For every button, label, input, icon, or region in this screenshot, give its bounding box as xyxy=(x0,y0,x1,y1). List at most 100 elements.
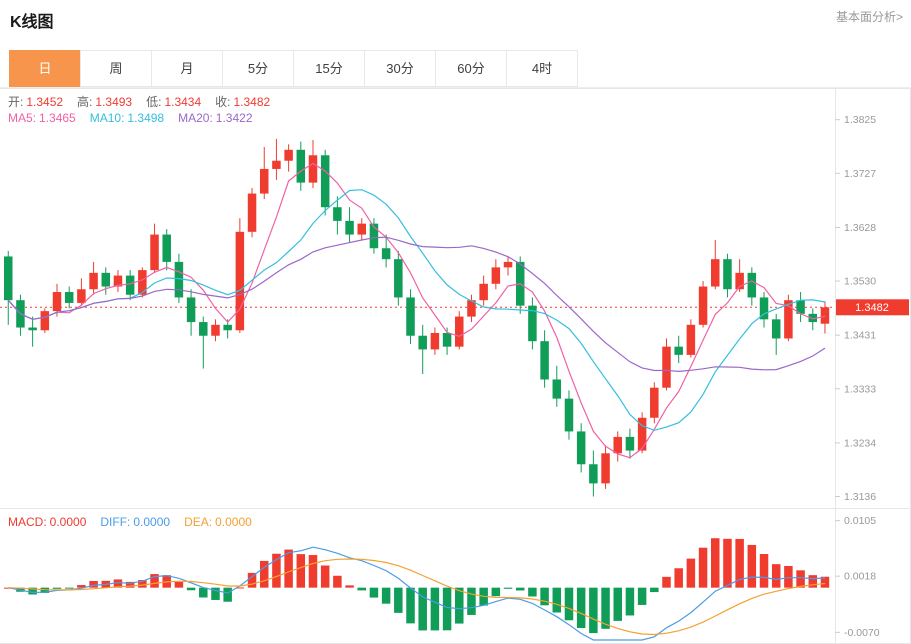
macd-bar xyxy=(540,587,549,606)
candle-body xyxy=(747,272,757,298)
macd-bar xyxy=(406,587,415,624)
macd-axis-label: -0.0070 xyxy=(844,627,880,639)
tab-30分[interactable]: 30分 xyxy=(364,50,436,87)
candle-body xyxy=(369,223,379,249)
candle-body xyxy=(28,327,37,331)
macd-bar xyxy=(686,558,696,588)
page-header: K线图 基本面分析> xyxy=(0,0,911,32)
macd-bar xyxy=(808,575,818,588)
macd-bar xyxy=(820,576,830,588)
candle-body xyxy=(796,300,805,314)
macd-bar xyxy=(711,538,720,588)
macd-bar xyxy=(223,587,232,602)
macd-bar xyxy=(113,579,123,588)
macd-bar xyxy=(601,587,610,629)
candle-body xyxy=(247,193,257,232)
price-axis-label: 1.3333 xyxy=(844,383,876,395)
candle-body xyxy=(759,297,769,320)
macd-bar xyxy=(747,544,757,588)
macd-bar xyxy=(28,587,37,595)
candles xyxy=(4,138,830,497)
candle-body xyxy=(808,313,818,323)
candle-body xyxy=(308,155,318,183)
candle-body xyxy=(199,322,208,336)
candle-body xyxy=(394,259,403,298)
price-axis-label: 1.3628 xyxy=(844,222,876,234)
candle-body xyxy=(138,270,147,295)
macd-bar xyxy=(89,580,98,588)
chart-borders xyxy=(0,88,911,644)
candle-body xyxy=(442,333,452,347)
candle-body xyxy=(589,464,598,484)
macd-bar xyxy=(491,587,501,597)
macd-bar xyxy=(381,587,391,604)
candle-body xyxy=(345,220,354,235)
candle-body xyxy=(259,168,269,194)
candle-body xyxy=(455,316,464,347)
macd-bar xyxy=(503,587,513,589)
current-price-tag: 1.3482 xyxy=(836,299,909,316)
macd-bar xyxy=(442,587,452,631)
candle-body xyxy=(820,307,830,324)
candle-body xyxy=(601,453,610,484)
candle-body xyxy=(491,267,501,284)
tab-60分[interactable]: 60分 xyxy=(435,50,507,87)
candle-body xyxy=(174,261,184,298)
tab-日[interactable]: 日 xyxy=(9,50,81,87)
macd-bar xyxy=(796,570,805,588)
candle-body xyxy=(296,149,306,183)
macd-bar xyxy=(552,587,562,613)
macd-bar xyxy=(40,587,50,593)
macd-bar xyxy=(564,587,574,621)
kline-chart-area[interactable]: 开: 1.3452 高: 1.3493 低: 1.3434 收: 1.3482 MA5: 1.3… xyxy=(0,87,911,644)
macd-bar xyxy=(455,587,464,624)
candle-body xyxy=(357,223,367,235)
candle-body xyxy=(552,379,562,399)
candle-body xyxy=(418,335,427,350)
candle-body xyxy=(113,275,123,287)
candle-body xyxy=(479,283,488,301)
macd-bar xyxy=(430,587,440,631)
price-axis-label: 1.3431 xyxy=(844,330,876,342)
price-axis: 1.3825 1.3727 1.3628 1.3530 1.3431 1.3333 1.32… xyxy=(835,114,876,503)
macd-bar xyxy=(723,538,732,588)
macd-axis: 0.0105 0.0018 -0.0070 xyxy=(835,515,880,639)
macd-bar xyxy=(394,587,403,613)
candlestick-macd-chart[interactable]: 1.3825 1.3727 1.3628 1.3530 1.3431 1.3333 1.32… xyxy=(0,88,911,644)
candle-body xyxy=(150,234,159,271)
tab-月[interactable]: 月 xyxy=(151,50,223,87)
candle-body xyxy=(564,398,574,432)
macd-bar xyxy=(52,587,62,589)
macd-axis-label: 0.0018 xyxy=(844,571,876,583)
macd-bar xyxy=(650,587,659,593)
macd-bar xyxy=(296,554,306,588)
candle-body xyxy=(89,272,98,290)
macd-bar xyxy=(259,560,269,588)
candle-body xyxy=(650,387,659,418)
macd-bar xyxy=(528,587,537,597)
candle-body xyxy=(40,311,50,331)
candle-body xyxy=(503,261,513,268)
macd-bar xyxy=(138,580,147,588)
macd-bar xyxy=(125,581,135,588)
price-axis-label: 1.3530 xyxy=(844,276,876,288)
tab-4时[interactable]: 4时 xyxy=(506,50,578,87)
macd-bar xyxy=(589,587,598,634)
candle-body xyxy=(576,431,586,465)
fundamental-analysis-link[interactable]: 基本面分析> xyxy=(835,10,903,24)
candle-body xyxy=(235,231,245,331)
tab-15分[interactable]: 15分 xyxy=(293,50,365,87)
candle-body xyxy=(430,333,440,350)
macd-bar xyxy=(357,587,367,591)
candle-body xyxy=(662,346,671,388)
tab-周[interactable]: 周 xyxy=(80,50,152,87)
candle-body xyxy=(613,436,622,454)
tab-5分[interactable]: 5分 xyxy=(222,50,294,87)
macd-bar xyxy=(625,587,635,616)
macd-bar xyxy=(333,575,342,588)
candle-body xyxy=(674,346,683,355)
macd-bar xyxy=(418,587,427,631)
candle-body xyxy=(64,291,74,303)
candle-body xyxy=(784,300,793,339)
candle-body xyxy=(162,234,171,262)
